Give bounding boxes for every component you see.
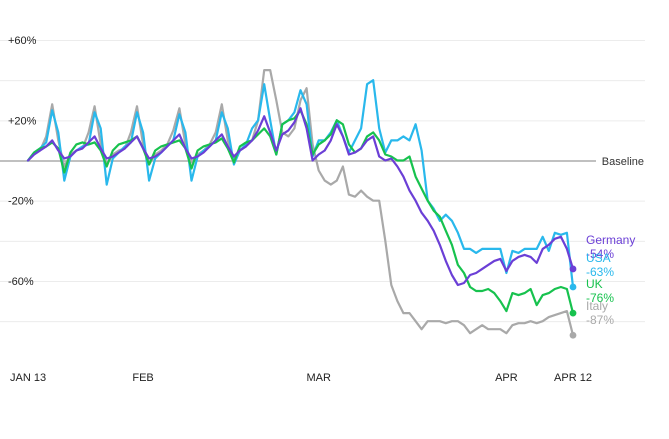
x-tick-label: APR (495, 372, 518, 384)
series-end-dot-italy (569, 331, 577, 339)
series-line-germany (26, 107, 575, 287)
y-tick-label: +20% (8, 115, 37, 127)
series-end-dot-uk (569, 309, 577, 317)
series-end-labels: Germany-54%USA-63%UK-76%Italy-87% (586, 233, 635, 327)
y-tick-label: +60% (8, 35, 37, 47)
series-label-usa: USA (586, 251, 611, 265)
series-end-dot-usa (569, 283, 577, 291)
series-value-usa: -63% (586, 265, 614, 279)
x-axis-ticks: JAN 13 FEB MAR APR APR 12 (10, 372, 592, 384)
gridlines (0, 40, 645, 323)
x-tick-label: MAR (306, 372, 331, 384)
series-line-uk (26, 109, 575, 315)
series-value-uk: -76% (586, 291, 614, 305)
y-axis-ticks: +60% +20% -20% -60% (8, 35, 37, 288)
series-label-uk: UK (586, 277, 603, 291)
baseline: Baseline (0, 156, 644, 168)
y-tick-label: -20% (8, 196, 34, 208)
series-value-italy: -87% (586, 313, 614, 327)
baseline-label: Baseline (602, 156, 644, 168)
y-tick-label: -60% (8, 276, 34, 288)
series-line-italy (26, 68, 575, 337)
series-label-germany: Germany (586, 233, 635, 247)
x-tick-label: APR 12 (554, 372, 592, 384)
x-tick-label: JAN 13 (10, 372, 46, 384)
series-value-germany: -54% (586, 247, 614, 261)
x-tick-label: FEB (132, 372, 153, 384)
series-end-dot-germany (569, 265, 577, 273)
series-lines (26, 68, 577, 339)
series-label-italy: Italy (586, 299, 608, 313)
